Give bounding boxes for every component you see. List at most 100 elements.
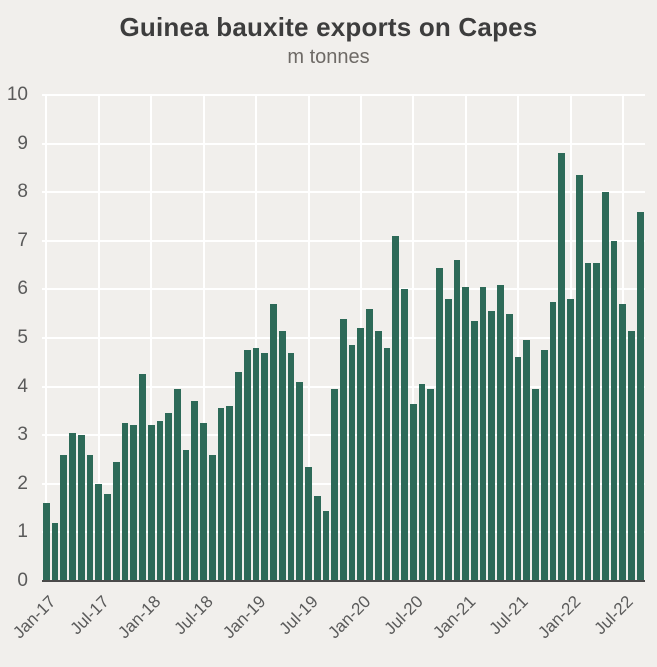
bar-May-22 [602,192,609,581]
h-gridline [42,191,645,194]
bar-May-19 [287,352,295,581]
y-tick-label: 10 [6,84,28,105]
v-gridline [412,95,415,581]
bar-Jan-18 [147,425,155,581]
v-gridline [97,95,100,581]
h-gridline [42,239,645,242]
y-tick-label: 1 [17,521,28,543]
x-tick-label: Jan-21 [429,592,480,643]
plot-area [42,94,645,582]
x-tick-label: Jul-18 [170,592,218,639]
v-gridline [45,95,48,581]
h-gridline [42,94,645,96]
bar-Jun-19 [296,381,304,581]
bar-Sep-20 [427,389,435,581]
bar-Jan-19 [252,347,260,581]
bar-May-18 [182,449,190,581]
bar-Nov-18 [235,372,242,581]
bar-Aug-22 [628,330,635,581]
bar-Aug-19 [313,495,321,581]
x-tick-label: Jul-20 [380,592,427,639]
bar-Jul-22 [619,303,627,581]
bar-Dec-18 [243,350,251,581]
bar-Aug-18 [208,454,216,581]
bar-chart: Guinea bauxite exports on Capes m tonnes… [0,0,657,642]
bar-Jan-21 [462,286,469,581]
x-tick-label: Jul-19 [275,592,322,639]
bar-Jun-17 [86,454,94,581]
h-gridline [42,142,645,145]
bar-May-17 [77,435,85,581]
v-gridline [255,95,258,581]
bar-Apr-21 [488,311,496,581]
bar-Mar-18 [165,413,173,581]
x-tick-label: Jul-17 [66,592,113,639]
y-axis-labels: 0 1 2 3 4 5 6 7 8 9 10 [0,84,34,591]
v-gridline [150,95,153,581]
x-tick-label: Jan-17 [9,592,60,643]
bar-Feb-22 [575,175,583,581]
bar-Oct-17 [121,423,129,581]
x-tick-label: Jan-19 [219,592,270,643]
h-gridline [42,288,645,291]
bar-Apr-17 [69,432,76,581]
bar-Oct-18 [226,406,234,581]
bar-Sep-22 [636,211,644,581]
bar-Jun-22 [610,240,618,581]
bar-Aug-21 [523,340,531,581]
bar-Feb-19 [261,352,269,581]
chart-title: Guinea bauxite exports on Capes [119,12,538,42]
bar-Jun-18 [191,401,199,581]
bar-Apr-19 [278,330,286,581]
x-axis-labels: Jan-17 Jul-17 Jan-18 Jul-18 Jan-19 Jul-19 Jan-… [10,584,645,664]
y-tick-label: 8 [17,181,28,203]
x-tick-label: Jul-21 [485,592,532,639]
y-tick-label: 4 [17,375,28,397]
bar-Mar-19 [270,303,277,581]
bar-Oct-21 [540,350,548,581]
bar-Dec-19 [348,345,356,581]
v-gridline [307,95,310,581]
bar-Jul-18 [200,423,207,581]
bar-Jul-20 [409,403,417,581]
v-gridline [517,95,520,581]
y-tick-label: 3 [17,424,28,446]
bars-layer [42,95,645,581]
bar-Apr-18 [174,389,181,581]
bar-May-21 [497,284,504,581]
bar-Nov-19 [339,318,347,581]
bar-Aug-20 [418,384,426,581]
bar-Jun-20 [401,289,408,581]
bar-Sep-21 [532,389,539,581]
bar-Aug-17 [104,493,111,581]
bar-Feb-17 [51,522,59,581]
bar-Jul-21 [514,357,522,581]
v-gridline [202,95,205,581]
bar-Jan-17 [43,503,50,581]
bar-Dec-21 [558,153,566,581]
bar-Feb-18 [156,420,164,581]
bar-Nov-17 [130,425,138,581]
bar-Mar-21 [479,286,487,581]
x-axis-line [42,580,645,582]
bar-Nov-20 [444,299,452,581]
x-tick-label: Jul-22 [590,592,637,639]
bar-Jul-19 [305,466,312,581]
bar-Jan-22 [567,299,574,581]
bar-Dec-20 [453,260,461,581]
bar-Sep-19 [322,510,330,581]
x-tick-label: Jan-18 [114,592,165,643]
x-tick-label: Jan-20 [324,592,375,643]
x-tick-label: Jan-22 [533,592,585,643]
bar-Jul-17 [95,483,103,581]
y-tick-label: 9 [17,132,28,154]
bar-Jun-21 [505,313,513,581]
bar-Mar-22 [584,262,592,581]
bar-Feb-21 [470,321,478,581]
bar-Oct-20 [436,267,443,581]
bar-Dec-17 [139,374,146,581]
bar-May-20 [392,235,400,581]
chart-subtitle: m tonnes [287,46,370,68]
bar-Nov-21 [549,301,557,581]
y-tick-label: 6 [17,278,28,300]
